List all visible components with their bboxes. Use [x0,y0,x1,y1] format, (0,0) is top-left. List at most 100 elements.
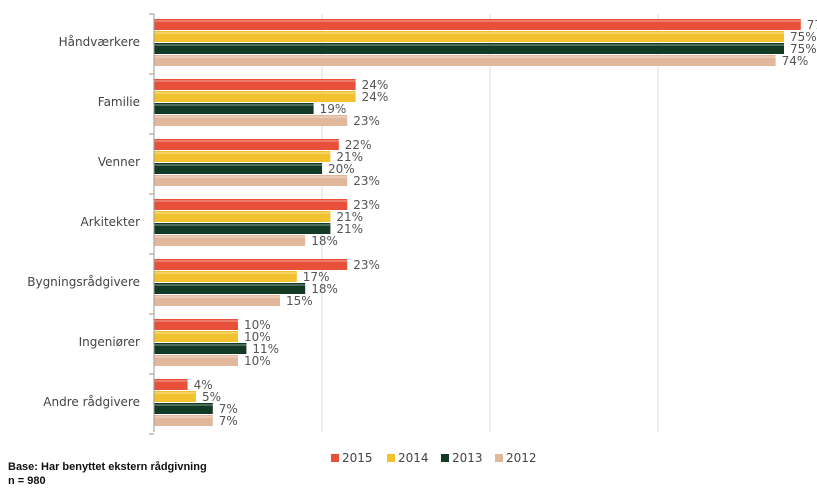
legend-swatch [495,454,503,462]
data-label: 18% [311,282,338,296]
data-label: 19% [320,102,347,116]
data-label: 75% [790,30,817,44]
bar [154,379,188,390]
legend-swatch [387,454,395,462]
bar-highlight [154,272,297,274]
bar-highlight [154,32,784,34]
data-label: 24% [362,78,389,92]
data-label: 4% [194,378,213,392]
data-label: 7% [219,402,238,416]
bar-highlight [154,140,339,142]
data-label: 5% [202,390,221,404]
base-note: Base: Har benyttet ekstern rådgivning [8,461,207,473]
bar-highlight [154,296,280,298]
bar [154,55,776,66]
bar-highlight [154,320,238,322]
bar [154,19,801,30]
data-label: 18% [311,234,338,248]
bar [154,43,784,54]
bar [154,223,331,234]
data-label: 17% [303,270,330,284]
bar [154,115,348,126]
bar [154,91,356,102]
bar-highlight [154,44,784,46]
bar-highlight [154,92,356,94]
data-label: 11% [252,342,279,356]
category-label: Arkitekter [81,215,141,229]
bar [154,259,348,270]
category-label: Bygningsrådgivere [27,275,140,289]
bar-highlight [154,80,356,82]
bar [154,295,280,306]
bar [154,271,297,282]
bar-highlight [154,164,322,166]
bar [154,31,784,42]
data-label: 15% [286,294,313,308]
bar [154,283,306,294]
legend-swatch [441,454,449,462]
data-label: 23% [353,174,380,188]
bar [154,403,213,414]
bar-highlight [154,416,213,418]
bar [154,343,247,354]
data-label: 21% [336,222,363,236]
bar-highlight [154,392,196,394]
data-label: 10% [244,318,271,332]
category-label: Håndværkere [59,35,140,49]
legend-label: 2015 [342,451,373,465]
bar [154,355,238,366]
bar-highlight [154,356,238,358]
legend-label: 2013 [452,451,483,465]
data-label: 23% [353,258,380,272]
data-label: 20% [328,162,355,176]
bar-highlight [154,104,314,106]
bar-highlight [154,284,306,286]
bar-highlight [154,212,331,214]
data-label: 22% [345,138,372,152]
bar [154,235,306,246]
bar-highlight [154,116,348,118]
bar-highlight [154,224,331,226]
bar [154,211,331,222]
data-label: 7% [219,414,238,428]
bar-highlight [154,236,306,238]
bar [154,175,348,186]
legend-swatch [331,454,339,462]
data-label: 10% [244,354,271,368]
data-label: 23% [353,114,380,128]
data-label: 10% [244,330,271,344]
bar-highlight [154,176,348,178]
data-label: 77% [807,18,817,32]
legend-label: 2014 [398,451,429,465]
data-label: 21% [336,150,363,164]
category-label: Andre rådgivere [43,395,140,409]
data-label: 21% [336,210,363,224]
data-label: 74% [782,54,809,68]
bar [154,199,348,210]
bar-highlight [154,260,348,262]
bar-highlight [154,404,213,406]
category-label: Venner [98,155,140,169]
bar [154,391,196,402]
category-label: Ingeniører [79,335,140,349]
data-label: 23% [353,198,380,212]
bar-highlight [154,56,776,58]
bar-highlight [154,380,188,382]
bar-highlight [154,344,247,346]
bar [154,151,331,162]
bar-highlight [154,152,331,154]
data-label: 24% [362,90,389,104]
bar-highlight [154,332,238,334]
bar-highlight [154,20,801,22]
bar-highlight [154,200,348,202]
bar [154,331,238,342]
bar [154,79,356,90]
bar [154,139,339,150]
category-label: Familie [98,95,140,109]
bar [154,415,213,426]
bar [154,319,238,330]
bar [154,163,322,174]
legend-label: 2012 [506,451,537,465]
